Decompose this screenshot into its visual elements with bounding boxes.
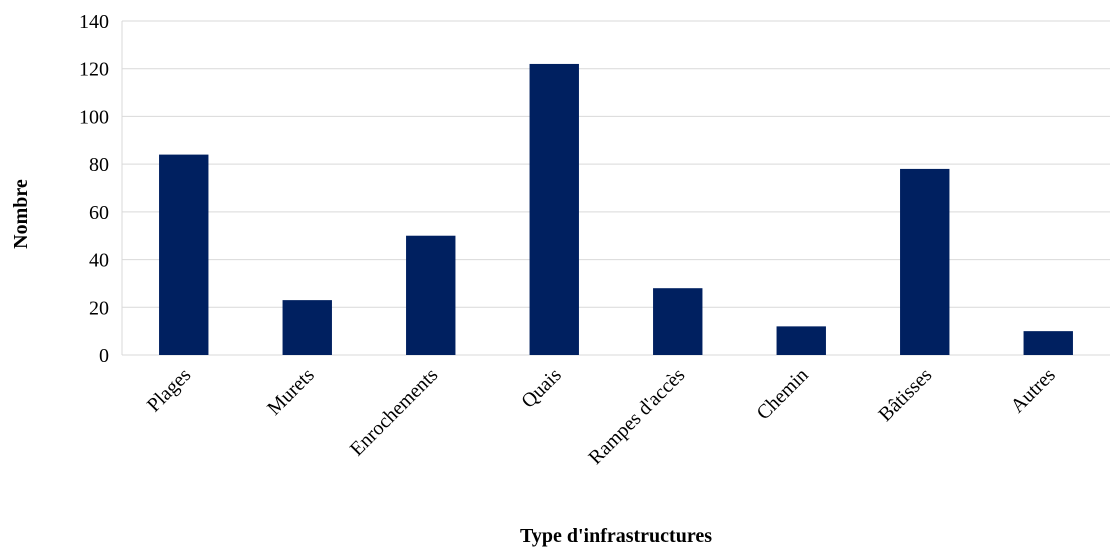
y-tick-label: 80	[89, 154, 109, 176]
x-category-label: Chemin	[752, 364, 812, 424]
y-tick-label: 40	[89, 250, 109, 272]
x-category-label: Bâtisses	[874, 364, 936, 426]
x-axis-title: Type d'infrastructures	[520, 525, 712, 547]
grid-layer	[121, 20, 1110, 356]
y-tick-label: 100	[79, 106, 109, 128]
x-category-label: Rampes d'accès	[584, 364, 689, 469]
y-tick-label: 0	[99, 345, 109, 367]
y-tick-label: 60	[89, 202, 109, 224]
bar-7	[1023, 331, 1073, 355]
x-category-label: Enrochements	[346, 364, 443, 461]
y-tick-labels: 0 20 40 60 80 100 120 140	[79, 11, 109, 367]
bar-2	[406, 235, 456, 355]
bar-5	[776, 326, 826, 355]
bar-layer	[159, 63, 1073, 355]
y-tick-label: 140	[79, 11, 109, 33]
bar-1	[282, 300, 332, 355]
bar-6	[900, 168, 950, 355]
y-axis-title: Nombre	[10, 179, 32, 249]
x-category-labels: Plages Murets Enrochements Quais Rampes d'ac…	[143, 364, 1060, 469]
x-category-label: Quais	[517, 364, 566, 413]
y-tick-label: 20	[89, 297, 109, 319]
bar-0	[159, 154, 209, 355]
x-category-label: Plages	[143, 364, 196, 417]
x-category-label: Autres	[1007, 364, 1060, 417]
y-tick-label: 120	[79, 59, 109, 81]
x-category-label: Murets	[263, 364, 319, 420]
bar-3	[529, 63, 579, 355]
bar-4	[653, 288, 703, 355]
